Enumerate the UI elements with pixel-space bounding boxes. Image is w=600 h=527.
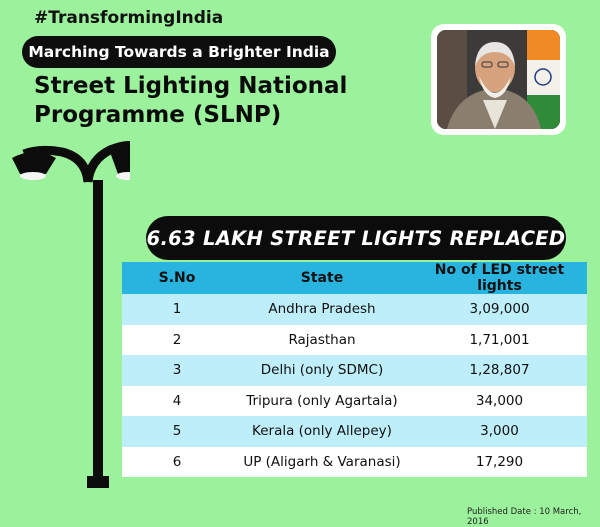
cell-led-count: 1,71,001	[412, 324, 587, 355]
table-header-row: S.No State No of LED street lights	[122, 262, 587, 294]
headline-text: 6.63 LAKH STREET LIGHTS REPLACED	[146, 226, 566, 250]
led-lights-table: S.No State No of LED street lights 1 And…	[122, 262, 587, 477]
cell-sno: 1	[122, 294, 232, 325]
table-row: 2 Rajasthan 1,71,001	[122, 324, 587, 355]
title-line-1: Street Lighting National	[34, 73, 348, 99]
page-title: Street Lighting National Programme (SLNP…	[34, 72, 364, 130]
cell-state: Andhra Pradesh	[232, 294, 412, 325]
portrait-frame	[431, 24, 566, 135]
header-sno: S.No	[122, 262, 232, 294]
cell-led-count: 3,09,000	[412, 294, 587, 325]
cell-state: UP (Aligarh & Varanasi)	[232, 446, 412, 477]
headline-banner: 6.63 LAKH STREET LIGHTS REPLACED	[146, 216, 566, 260]
subtitle-pill: Marching Towards a Brighter India	[22, 36, 336, 68]
cell-sno: 5	[122, 416, 232, 447]
table-row: 4 Tripura (only Agartala) 34,000	[122, 385, 587, 416]
street-lamp-illustration	[12, 141, 130, 488]
cell-state: Delhi (only SDMC)	[232, 355, 412, 386]
title-line-2: Programme (SLNP)	[34, 102, 282, 128]
hashtag: #TransformingIndia	[34, 8, 224, 28]
cell-led-count: 34,000	[412, 385, 587, 416]
portrait-illustration	[437, 30, 560, 129]
cell-led-count: 1,28,807	[412, 355, 587, 386]
cell-sno: 2	[122, 324, 232, 355]
cell-sno: 4	[122, 385, 232, 416]
cell-sno: 3	[122, 355, 232, 386]
header-led-count: No of LED street lights	[412, 262, 587, 294]
table-row: 3 Delhi (only SDMC) 1,28,807	[122, 355, 587, 386]
cell-led-count: 17,290	[412, 446, 587, 477]
portrait-photo	[437, 30, 560, 129]
cell-led-count: 3,000	[412, 416, 587, 447]
cell-state: Tripura (only Agartala)	[232, 385, 412, 416]
table-row: 6 UP (Aligarh & Varanasi) 17,290	[122, 446, 587, 477]
cell-state: Rajasthan	[232, 324, 412, 355]
cell-sno: 6	[122, 446, 232, 477]
header-state: State	[232, 262, 412, 294]
table-row: 5 Kerala (only Allepey) 3,000	[122, 416, 587, 447]
cell-state: Kerala (only Allepey)	[232, 416, 412, 447]
subtitle-text: Marching Towards a Brighter India	[28, 43, 330, 61]
table-row: 1 Andhra Pradesh 3,09,000	[122, 294, 587, 325]
published-date: Published Date : 10 March, 2016	[467, 507, 582, 527]
